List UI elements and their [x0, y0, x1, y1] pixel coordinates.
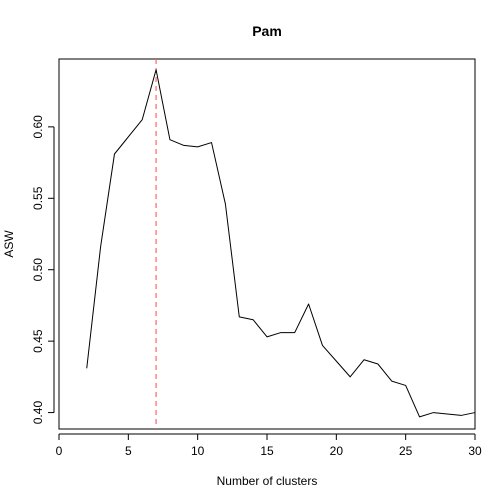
data-point — [169, 139, 171, 141]
chart-title: Pam — [252, 23, 282, 39]
x-tick-label: 15 — [260, 444, 274, 458]
data-point — [183, 144, 185, 146]
data-point — [155, 69, 157, 71]
plot-box — [58, 58, 476, 430]
data-point — [86, 367, 88, 369]
data-point — [377, 363, 379, 365]
y-axis: 0.40 0.45 0.50 0.55 0.60 — [31, 115, 55, 425]
data-point — [432, 411, 434, 413]
data-point — [99, 246, 101, 248]
y-tick-label: 0.50 — [31, 258, 45, 282]
data-point — [363, 359, 365, 361]
data-point — [127, 136, 129, 138]
data-point — [141, 119, 143, 121]
data-point — [307, 303, 309, 305]
data-point — [418, 416, 420, 418]
data-point — [446, 413, 448, 415]
y-tick-label: 0.40 — [31, 401, 45, 425]
x-axis: 0 5 10 15 20 25 30 — [56, 433, 482, 458]
y-tick-label: 0.45 — [31, 329, 45, 353]
data-point — [335, 360, 337, 362]
data-point — [224, 203, 226, 205]
series-group — [86, 69, 476, 418]
x-tick-label: 30 — [468, 444, 482, 458]
data-point — [266, 336, 268, 338]
x-axis-label: Number of clusters — [217, 474, 318, 488]
y-tick-label: 0.60 — [31, 115, 45, 139]
data-point — [196, 146, 198, 148]
x-tick-label: 10 — [191, 444, 205, 458]
data-point — [280, 331, 282, 333]
data-point — [404, 384, 406, 386]
data-point — [460, 414, 462, 416]
data-point — [113, 153, 115, 155]
x-tick-label: 20 — [330, 444, 344, 458]
series-line — [86, 69, 476, 418]
data-point — [474, 411, 476, 413]
x-tick-label: 5 — [125, 444, 132, 458]
y-axis-label: ASW — [2, 230, 16, 258]
data-point — [210, 141, 212, 143]
data-point — [349, 376, 351, 378]
data-point — [321, 344, 323, 346]
data-point — [238, 316, 240, 318]
x-tick-label: 25 — [399, 444, 413, 458]
data-point — [391, 380, 393, 382]
y-tick-label: 0.55 — [31, 186, 45, 210]
x-tick-label: 0 — [56, 444, 63, 458]
data-point — [294, 331, 296, 333]
data-point — [252, 319, 254, 321]
